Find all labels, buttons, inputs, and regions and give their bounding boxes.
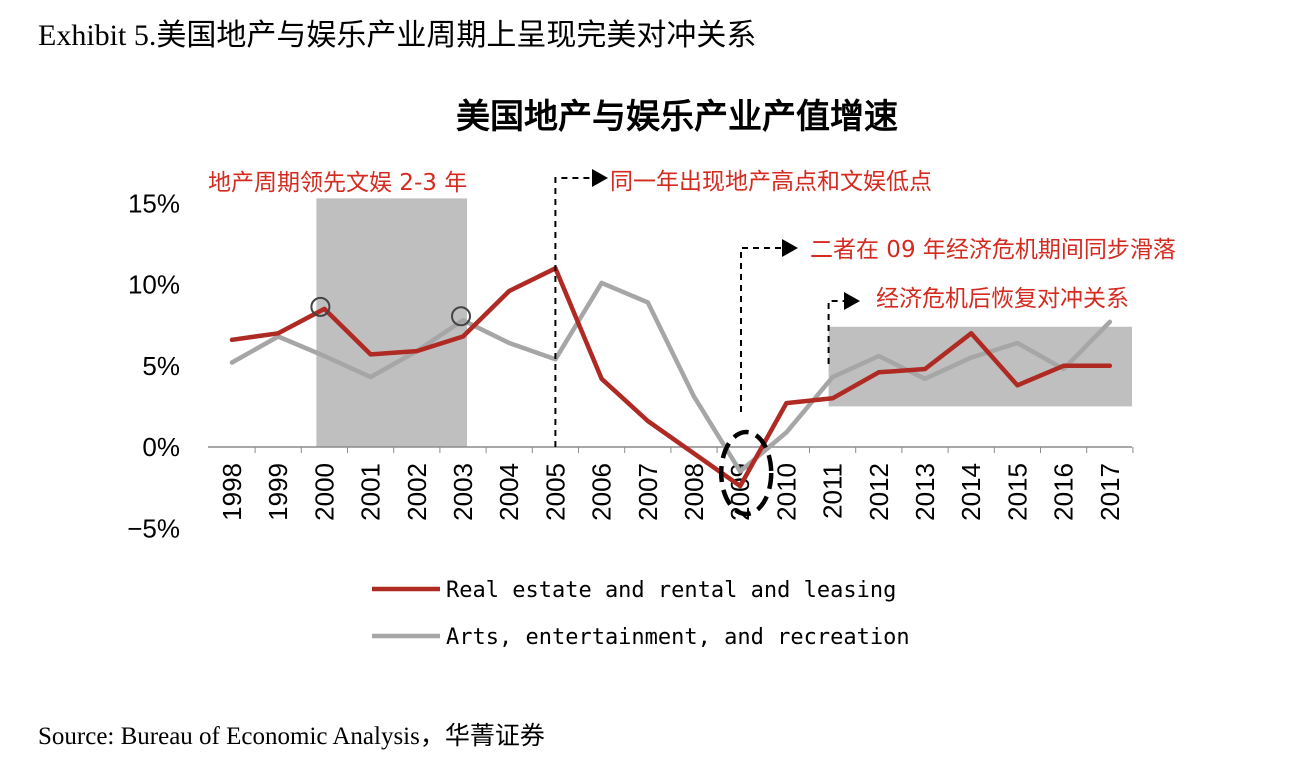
data-point — [738, 469, 743, 474]
data-point — [414, 349, 419, 354]
legend: Real estate and rental and leasing Arts, … — [372, 578, 910, 650]
x-tick-label: 2010 — [771, 463, 801, 521]
x-tick-label: 2002 — [402, 463, 432, 521]
data-point — [969, 355, 974, 360]
data-point — [461, 318, 465, 323]
highlight-circle-2003 — [451, 306, 471, 327]
data-point — [368, 375, 373, 380]
data-point — [599, 280, 604, 285]
x-tick-label: 2007 — [633, 463, 663, 521]
annotation-arrow-line — [554, 177, 594, 447]
data-point — [461, 334, 465, 339]
y-tick-label: 10% — [128, 270, 180, 300]
data-point — [692, 451, 696, 456]
x-tick-label: 2012 — [864, 463, 894, 521]
data-point — [876, 354, 881, 358]
dashed-ellipse-2009 — [718, 429, 774, 517]
data-point — [830, 375, 835, 380]
data-point — [1061, 363, 1066, 368]
annotation-arrow-head — [592, 169, 608, 187]
x-tick-label: 2006 — [587, 463, 617, 521]
y-tick-label: 5% — [142, 351, 180, 381]
data-point — [692, 394, 696, 399]
data-point — [230, 360, 234, 365]
x-tick-label: 2008 — [679, 463, 709, 521]
x-tick-label: 2001 — [356, 463, 386, 521]
legend-label-1: Real estate and rental and leasing — [446, 578, 896, 603]
data-point — [876, 370, 881, 375]
x-tick-label: 2011 — [818, 463, 848, 519]
x-tick-label: 1998 — [217, 463, 247, 521]
x-tick-label: 2003 — [448, 463, 478, 521]
series-line-2 — [229, 280, 1113, 474]
x-tick-label: 1999 — [263, 463, 293, 521]
x-tick-label: 2005 — [540, 463, 570, 521]
data-point — [368, 352, 373, 357]
data-point — [645, 419, 650, 423]
x-tick-label: 2000 — [309, 463, 339, 521]
shaded-regions — [316, 198, 1132, 447]
data-point — [923, 367, 927, 371]
series-lines — [229, 266, 1113, 489]
x-tick-label: 2016 — [1049, 463, 1079, 521]
data-point — [1107, 363, 1112, 368]
chart-title: 美国地产与娱乐产业产值增速 — [456, 97, 898, 137]
data-point — [1107, 319, 1112, 324]
data-point — [738, 484, 743, 488]
exhibit-title: Exhibit 5.美国地产与娱乐产业周期上呈现完美对冲关系 — [38, 19, 757, 52]
x-tick-label: 2013 — [910, 463, 940, 521]
data-point — [830, 396, 835, 401]
annotation-text-2: 同一年出现地产高点和文娱低点 — [610, 169, 932, 195]
data-point — [1015, 341, 1020, 345]
data-point — [784, 430, 789, 435]
data-point — [599, 376, 604, 381]
annotation-text-3: 二者在 09 年经济危机期间同步滑落 — [810, 237, 1176, 263]
annotation-arrow-line — [740, 247, 784, 412]
x-tick-label: 2015 — [1002, 463, 1032, 521]
annotation-arrow-head — [782, 239, 798, 257]
y-tick-label: 0% — [142, 432, 180, 462]
data-point — [1015, 383, 1020, 388]
data-point — [784, 401, 789, 406]
x-tick-label: 2014 — [956, 463, 986, 521]
x-tick-label: 2017 — [1095, 463, 1125, 521]
x-tick-label: 2004 — [494, 463, 524, 521]
data-point — [276, 331, 281, 336]
data-point — [645, 300, 650, 305]
data-point — [507, 289, 512, 293]
data-point — [322, 354, 327, 358]
data-point — [322, 306, 327, 311]
highlight-circle-2000 — [310, 296, 331, 317]
axes: 15% 10% 5% 0% −5% 1998 1999 2000 2001 2002 2003 200… — [127, 188, 1134, 543]
annotation-text-4: 经济危机后恢复对冲关系 — [876, 286, 1129, 312]
y-tick-label: −5% — [127, 513, 180, 543]
data-point — [507, 341, 512, 345]
annotation-arrow-head — [844, 292, 860, 310]
annotation-text-1: 地产周期领先文娱 2-3 年 — [208, 170, 467, 196]
highlight-markers — [310, 296, 774, 517]
y-tick-label: 15% — [128, 188, 180, 218]
data-point — [923, 376, 927, 381]
data-point — [969, 331, 974, 336]
source-note: Source: Bureau of Economic Analysis，华菁证券 — [38, 723, 545, 750]
legend-label-2: Arts, entertainment, and recreation — [446, 625, 910, 650]
series-line-1 — [229, 266, 1113, 489]
data-point — [230, 337, 234, 342]
